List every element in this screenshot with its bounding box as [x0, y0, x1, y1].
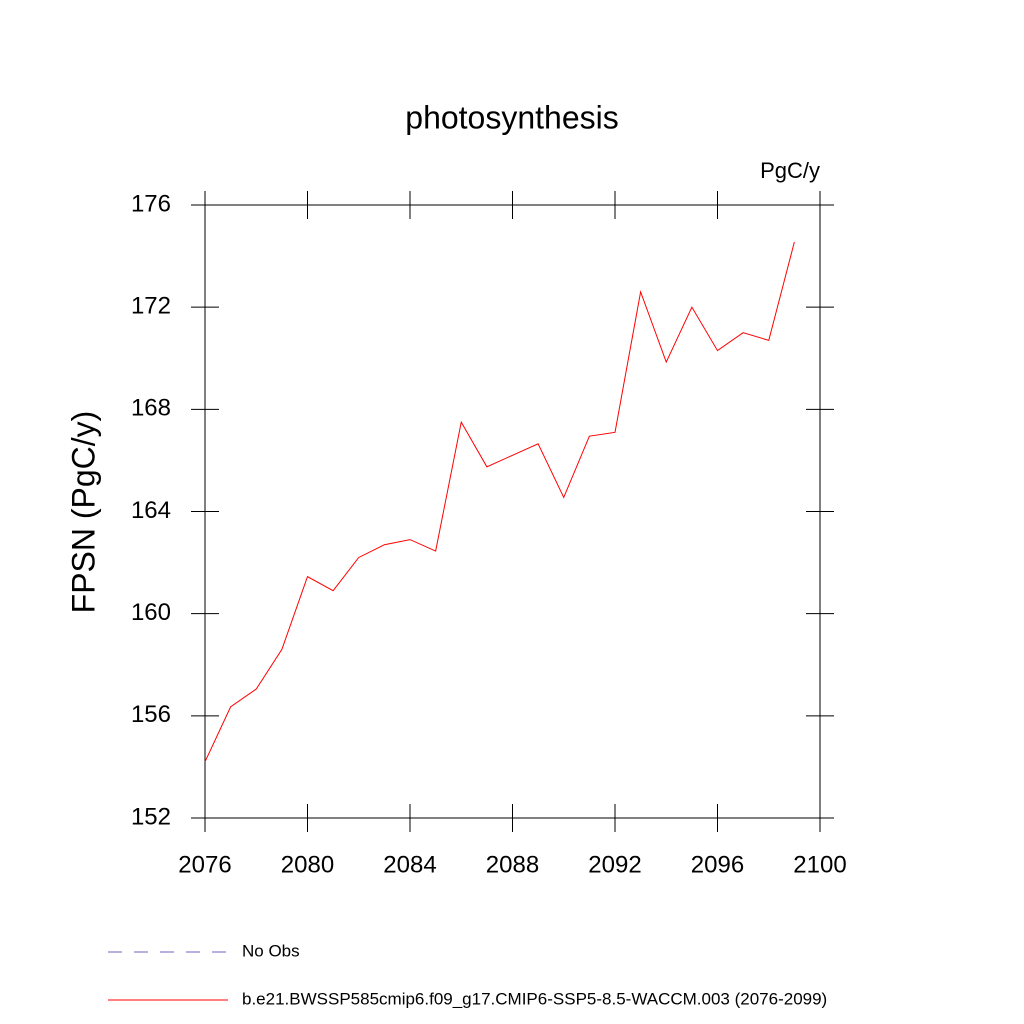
y-tick-label: 168	[131, 395, 171, 422]
data-line	[204, 241, 795, 763]
x-tick-label: 2096	[691, 851, 744, 878]
x-tick-label: 2088	[486, 851, 539, 878]
y-tick-label: 164	[131, 497, 171, 524]
y-tick-label: 176	[131, 190, 171, 217]
y-tick-label: 172	[131, 293, 171, 320]
x-tick-label: 2100	[793, 851, 846, 878]
y-axis-label: FPSN (PgC/y)	[65, 411, 101, 614]
y-tick-label: 156	[131, 701, 171, 728]
y-tick-label: 152	[131, 803, 171, 830]
legend-label: No Obs	[242, 941, 300, 960]
x-tick-label: 2084	[383, 851, 436, 878]
x-tick-label: 2076	[178, 851, 231, 878]
chart-title: photosynthesis	[405, 99, 618, 135]
legend-label: b.e21.BWSSP585cmip6.f09_g17.CMIP6-SSP5-8…	[242, 989, 827, 1008]
chart-subtitle: PgC/y	[760, 158, 820, 183]
x-tick-label: 2092	[588, 851, 641, 878]
plot-frame	[204, 204, 821, 819]
y-tick-label: 160	[131, 599, 171, 626]
x-tick-label: 2080	[281, 851, 334, 878]
